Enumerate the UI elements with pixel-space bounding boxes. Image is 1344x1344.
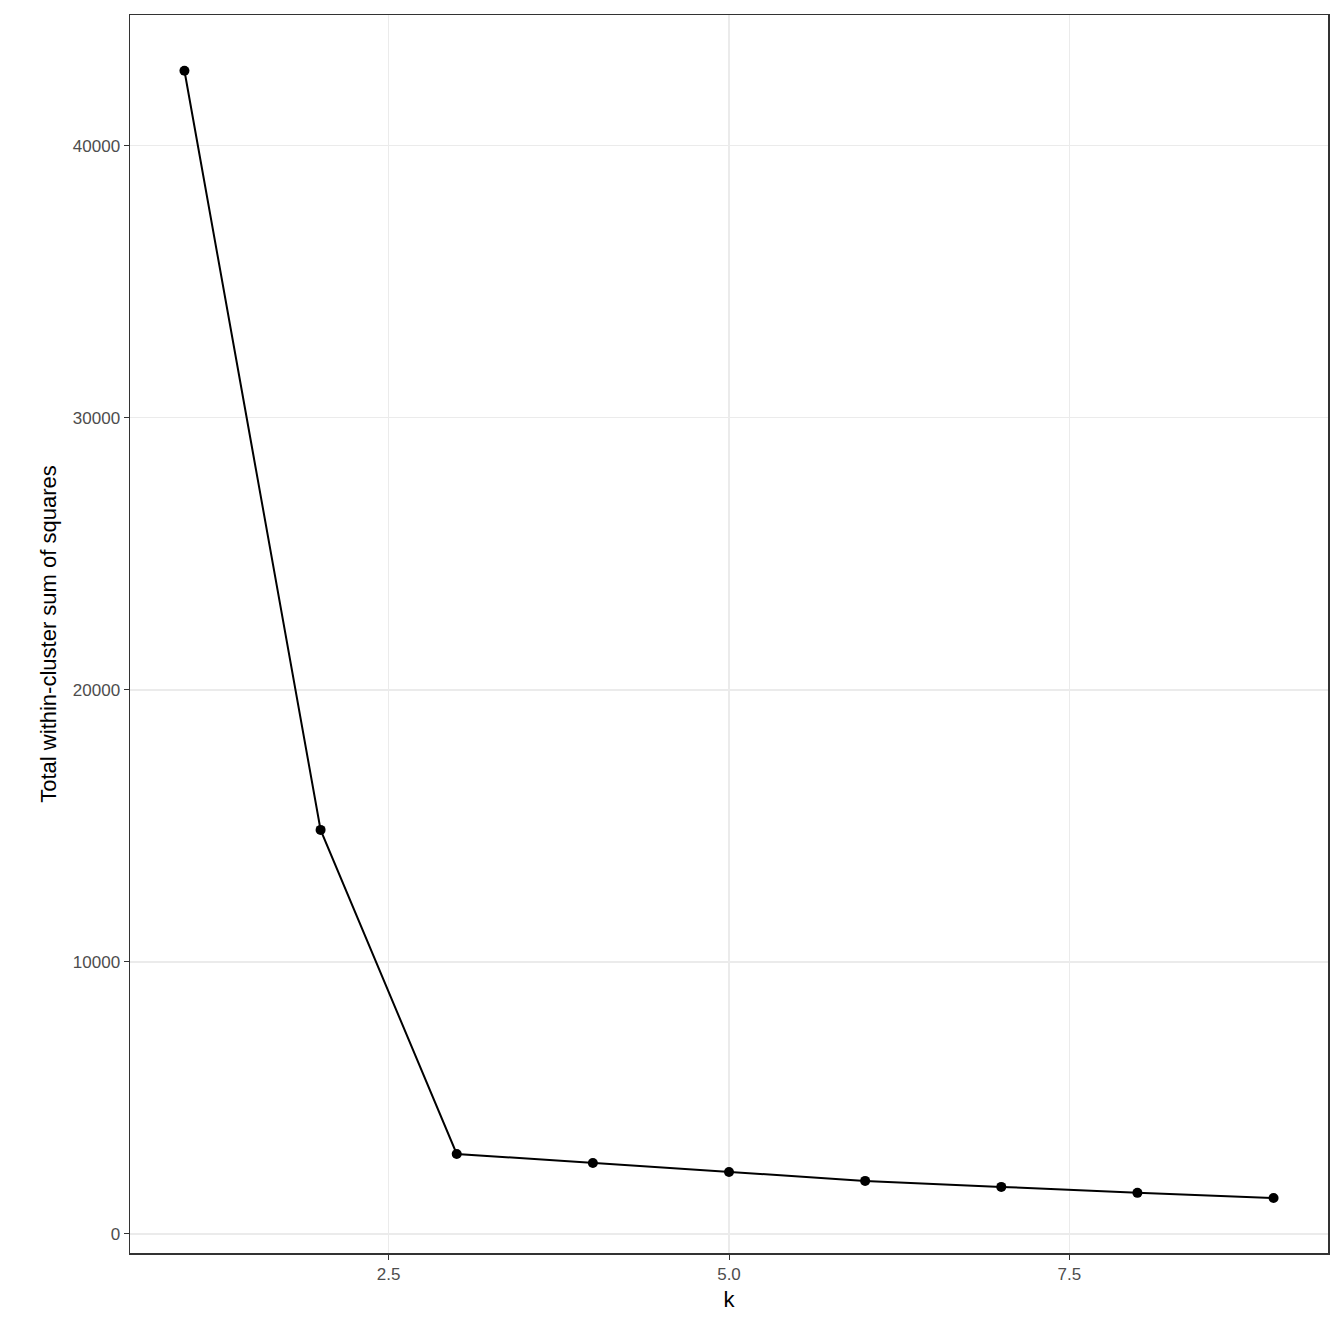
svg-text:Total within-cluster sum of sq: Total within-cluster sum of squares xyxy=(36,465,61,802)
svg-text:30000: 30000 xyxy=(73,409,120,428)
svg-text:5.0: 5.0 xyxy=(717,1265,741,1284)
svg-text:0: 0 xyxy=(111,1225,120,1244)
svg-text:40000: 40000 xyxy=(73,137,120,156)
svg-text:10000: 10000 xyxy=(73,953,120,972)
svg-text:k: k xyxy=(724,1287,736,1312)
svg-text:20000: 20000 xyxy=(73,681,120,700)
svg-text:2.5: 2.5 xyxy=(377,1265,401,1284)
svg-text:7.5: 7.5 xyxy=(1058,1265,1082,1284)
